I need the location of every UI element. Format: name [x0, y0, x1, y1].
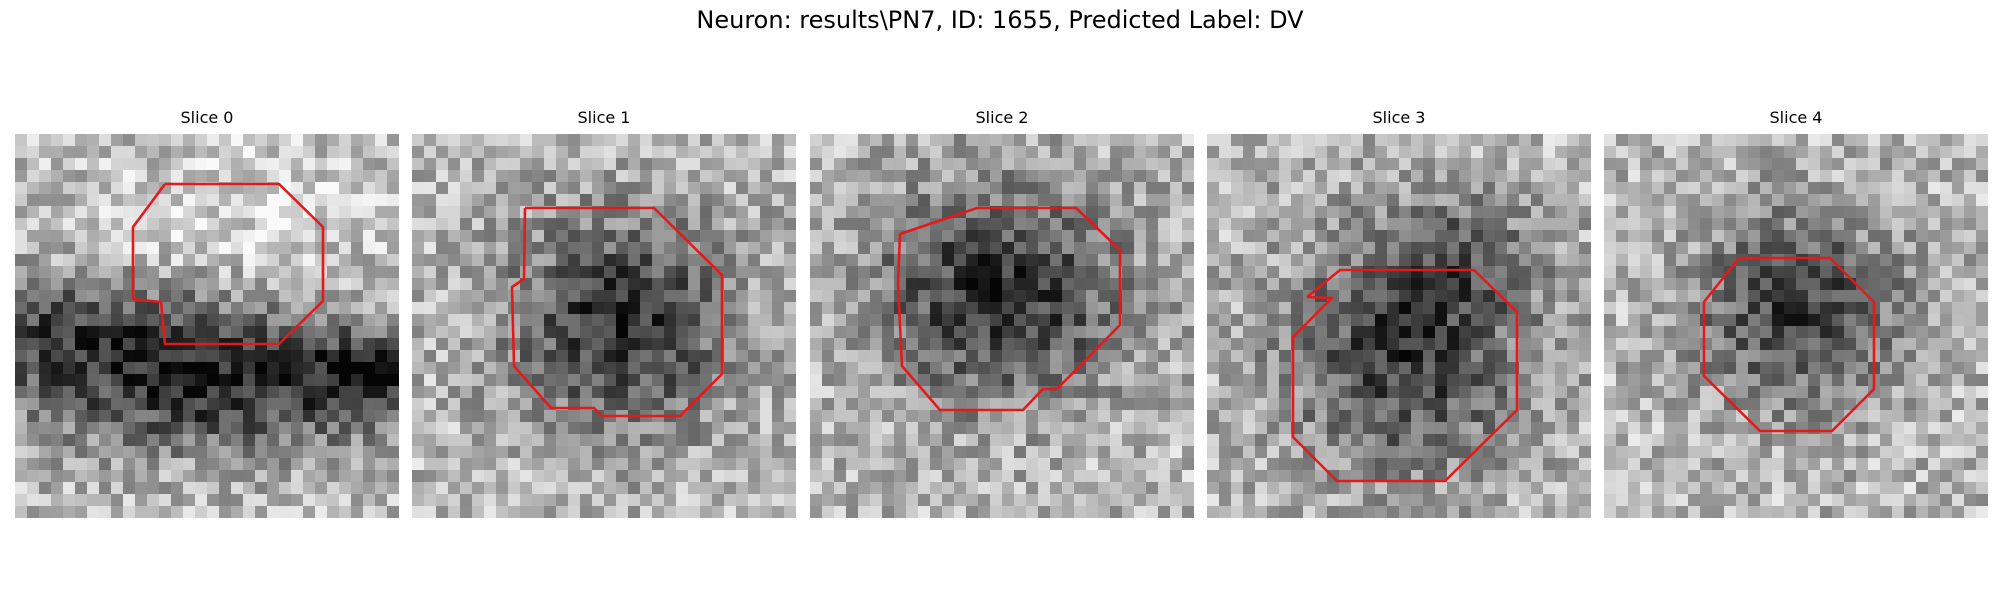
roi-outline-2 — [896, 206, 1122, 412]
slice-title-2: Slice 2 — [975, 108, 1029, 127]
slice-image-1 — [412, 134, 796, 518]
roi-outline-1 — [510, 206, 724, 418]
slice-title-4: Slice 4 — [1769, 108, 1823, 127]
slice-title-3: Slice 3 — [1372, 108, 1426, 127]
roi-outline-4 — [1702, 256, 1876, 433]
slice-image-3 — [1207, 134, 1591, 518]
pixel-grid-4 — [1604, 134, 1988, 518]
slice-title-1: Slice 1 — [577, 108, 631, 127]
slice-image-0 — [15, 134, 399, 518]
slice-image-4 — [1604, 134, 1988, 518]
pixel-grid-1 — [412, 134, 796, 518]
pixel-grid-3 — [1207, 134, 1591, 518]
roi-outline-3 — [1291, 268, 1519, 483]
slice-title-0: Slice 0 — [180, 108, 234, 127]
slice-image-2 — [810, 134, 1194, 518]
roi-outline-0 — [131, 182, 325, 346]
figure-title: Neuron: results\PN7, ID: 1655, Predicted… — [696, 6, 1304, 34]
pixel-grid-0 — [15, 134, 399, 518]
pixel-grid-2 — [810, 134, 1194, 518]
